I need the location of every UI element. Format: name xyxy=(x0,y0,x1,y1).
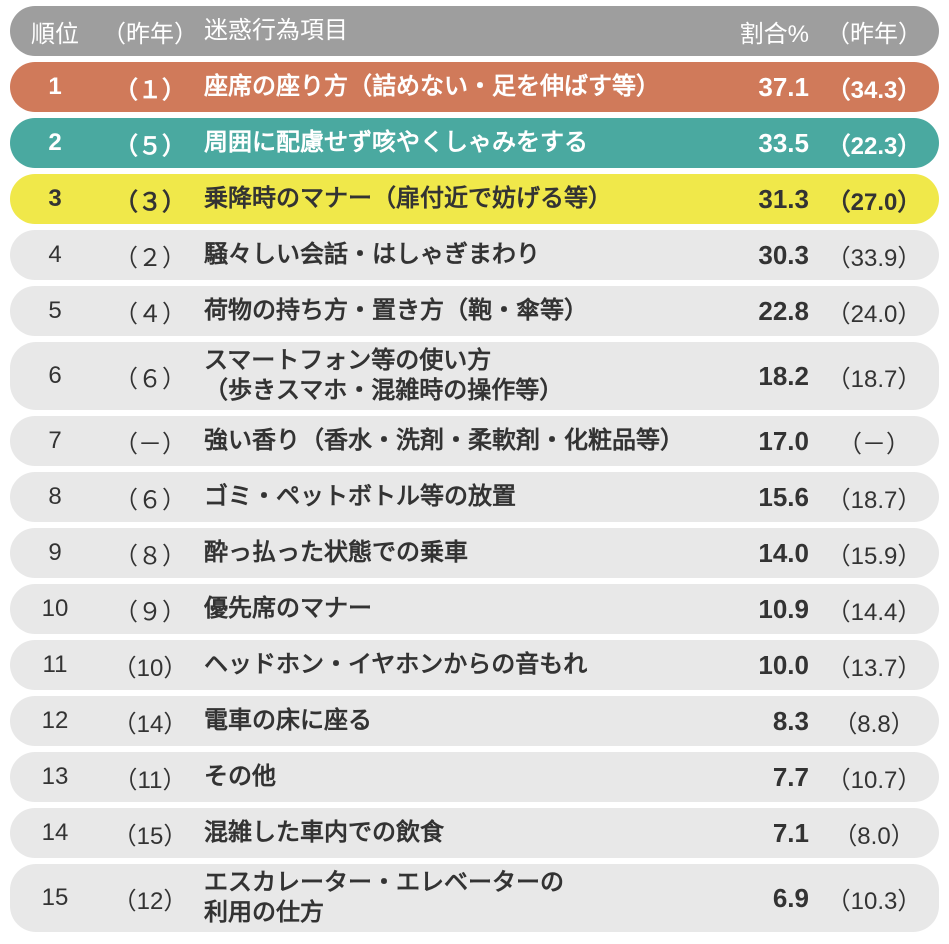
prev-percent: （22.3） xyxy=(819,126,939,161)
rank: 2 xyxy=(10,129,100,157)
rank: 8 xyxy=(10,483,100,511)
table-row: 8（６）ゴミ・ペットボトル等の放置15.6（18.7） xyxy=(10,472,939,522)
table-row: 14（15）混雑した車内での飲食7.1（8.0） xyxy=(10,808,939,858)
prev-percent: （10.3） xyxy=(819,881,939,916)
percent: 8.3 xyxy=(719,706,819,737)
rank: 3 xyxy=(10,185,100,213)
prev-rank: （15） xyxy=(100,816,200,851)
table-row: 7（－）強い香り（香水・洗剤・柔軟剤・化粧品等）17.0（－） xyxy=(10,416,939,466)
prev-rank: （12） xyxy=(100,881,200,916)
rank: 12 xyxy=(10,707,100,735)
item: 騒々しい会話・はしゃぎまわり xyxy=(200,240,719,270)
percent: 33.5 xyxy=(719,128,819,159)
percent: 17.0 xyxy=(719,426,819,457)
table-row: 5（４）荷物の持ち方・置き方（鞄・傘等）22.8（24.0） xyxy=(10,286,939,336)
percent: 18.2 xyxy=(719,361,819,392)
item: ゴミ・ペットボトル等の放置 xyxy=(200,482,719,512)
item: 電車の床に座る xyxy=(200,706,719,736)
percent: 14.0 xyxy=(719,538,819,569)
table-row: 1（１）座席の座り方（詰めない・足を伸ばす等）37.1（34.3） xyxy=(10,62,939,112)
item: 乗降時のマナー（扉付近で妨げる等） xyxy=(200,184,719,214)
prev-rank: （－） xyxy=(100,424,200,459)
table-row: 11（10）ヘッドホン・イヤホンからの音もれ10.0（13.7） xyxy=(10,640,939,690)
prev-rank: （14） xyxy=(100,704,200,739)
percent: 15.6 xyxy=(719,482,819,513)
table-row: 9（８）酔っ払った状態での乗車14.0（15.9） xyxy=(10,528,939,578)
table-row: 2（５）周囲に配慮せず咳やくしゃみをする33.5（22.3） xyxy=(10,118,939,168)
prev-percent: （10.7） xyxy=(819,760,939,795)
table-row: 3（３）乗降時のマナー（扉付近で妨げる等）31.3（27.0） xyxy=(10,174,939,224)
percent: 22.8 xyxy=(719,296,819,327)
item: エスカレーター・エレベーターの利用の仕方 xyxy=(200,868,719,928)
prev-rank: （８） xyxy=(100,536,200,571)
percent: 6.9 xyxy=(719,883,819,914)
prev-percent: （27.0） xyxy=(819,182,939,217)
table-row: 13（11）その他7.7（10.7） xyxy=(10,752,939,802)
item: 酔っ払った状態での乗車 xyxy=(200,538,719,568)
header-item: 迷惑行為項目 xyxy=(200,16,719,46)
rank: 13 xyxy=(10,763,100,791)
rank: 4 xyxy=(10,241,100,269)
prev-rank: （４） xyxy=(100,294,200,329)
prev-rank: （２） xyxy=(100,238,200,273)
percent: 7.7 xyxy=(719,762,819,793)
percent: 30.3 xyxy=(719,240,819,271)
header-percent: 割合% xyxy=(719,14,819,49)
prev-percent: （18.7） xyxy=(819,359,939,394)
percent: 7.1 xyxy=(719,818,819,849)
prev-percent: （－） xyxy=(819,424,939,459)
prev-rank: （11） xyxy=(100,760,200,795)
item: ヘッドホン・イヤホンからの音もれ xyxy=(200,650,719,680)
prev-rank: （６） xyxy=(100,359,200,394)
item: 強い香り（香水・洗剤・柔軟剤・化粧品等） xyxy=(200,426,719,456)
rank: 11 xyxy=(10,651,100,679)
prev-rank: （10） xyxy=(100,648,200,683)
prev-rank: （３） xyxy=(100,182,200,217)
percent: 10.0 xyxy=(719,650,819,681)
prev-percent: （18.7） xyxy=(819,480,939,515)
header-prev-percent: （昨年） xyxy=(819,14,939,49)
prev-percent: （34.3） xyxy=(819,70,939,105)
table-row: 12（14）電車の床に座る8.3（8.8） xyxy=(10,696,939,746)
prev-percent: （13.7） xyxy=(819,648,939,683)
rank: 1 xyxy=(10,73,100,101)
item: 混雑した車内での飲食 xyxy=(200,818,719,848)
rank: 14 xyxy=(10,819,100,847)
item: 座席の座り方（詰めない・足を伸ばす等） xyxy=(200,72,719,102)
header-prev-rank: （昨年） xyxy=(100,14,200,49)
item: 荷物の持ち方・置き方（鞄・傘等） xyxy=(200,296,719,326)
header-rank: 順位 xyxy=(10,14,100,49)
prev-percent: （33.9） xyxy=(819,238,939,273)
prev-rank: （１） xyxy=(100,70,200,105)
rank: 10 xyxy=(10,595,100,623)
prev-rank: （９） xyxy=(100,592,200,627)
item: スマートフォン等の使い方（歩きスマホ・混雑時の操作等） xyxy=(200,346,719,406)
rank: 15 xyxy=(10,884,100,912)
table-row: 4（２）騒々しい会話・はしゃぎまわり30.3（33.9） xyxy=(10,230,939,280)
percent: 10.9 xyxy=(719,594,819,625)
item: 優先席のマナー xyxy=(200,594,719,624)
rank: 6 xyxy=(10,362,100,390)
prev-percent: （8.0） xyxy=(819,816,939,851)
percent: 37.1 xyxy=(719,72,819,103)
table-header-row: 順位 （昨年） 迷惑行為項目 割合% （昨年） xyxy=(10,6,939,56)
rank: 5 xyxy=(10,297,100,325)
prev-percent: （14.4） xyxy=(819,592,939,627)
prev-percent: （15.9） xyxy=(819,536,939,571)
table-row: 15（12）エスカレーター・エレベーターの利用の仕方6.9（10.3） xyxy=(10,864,939,932)
item: その他 xyxy=(200,762,719,792)
table-body: 1（１）座席の座り方（詰めない・足を伸ばす等）37.1（34.3）2（５）周囲に… xyxy=(10,62,939,932)
prev-rank: （６） xyxy=(100,480,200,515)
prev-rank: （５） xyxy=(100,126,200,161)
rank: 9 xyxy=(10,539,100,567)
table-row: 10（９）優先席のマナー10.9（14.4） xyxy=(10,584,939,634)
table-row: 6（６）スマートフォン等の使い方（歩きスマホ・混雑時の操作等）18.2（18.7… xyxy=(10,342,939,410)
prev-percent: （8.8） xyxy=(819,704,939,739)
percent: 31.3 xyxy=(719,184,819,215)
prev-percent: （24.0） xyxy=(819,294,939,329)
item: 周囲に配慮せず咳やくしゃみをする xyxy=(200,128,719,158)
rank: 7 xyxy=(10,427,100,455)
